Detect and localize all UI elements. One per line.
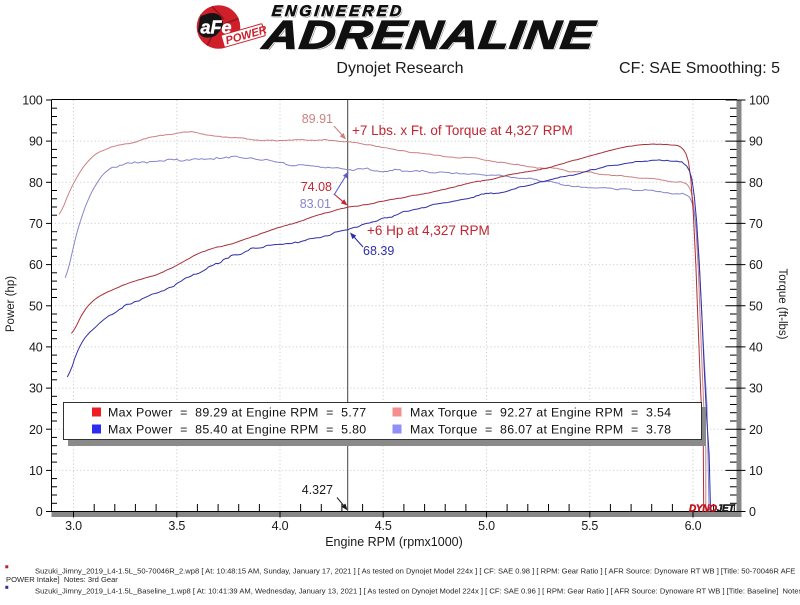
- svg-text:68.39: 68.39: [363, 244, 394, 258]
- svg-text:4.5: 4.5: [375, 519, 392, 533]
- svg-text:89.91: 89.91: [302, 112, 333, 126]
- svg-text:80: 80: [749, 176, 763, 190]
- svg-text:40: 40: [749, 341, 763, 355]
- svg-text:90: 90: [29, 135, 43, 149]
- svg-text:4.327: 4.327: [302, 483, 333, 497]
- svg-text:Suzuki_Jimny_2019_L4-1.5L_50-7: Suzuki_Jimny_2019_L4-1.5L_50-70046R_2.wp…: [35, 567, 795, 576]
- svg-text:aFe: aFe: [201, 18, 232, 38]
- svg-text:30: 30: [29, 382, 43, 396]
- svg-text:CF: SAE Smoothing: 5: CF: SAE Smoothing: 5: [619, 60, 780, 77]
- svg-text:4.0: 4.0: [272, 519, 289, 533]
- svg-text:ENGINEERED: ENGINEERED: [271, 3, 405, 20]
- svg-text:90: 90: [749, 135, 763, 149]
- svg-text:6.0: 6.0: [685, 519, 702, 533]
- svg-text:30: 30: [749, 382, 763, 396]
- svg-text:60: 60: [29, 258, 43, 272]
- svg-text:3.5: 3.5: [168, 519, 185, 533]
- svg-text:70: 70: [29, 217, 43, 231]
- svg-text:POWER Intake] Notes: 3rd Gear: POWER Intake] Notes: 3rd Gear: [6, 575, 118, 584]
- svg-text:40: 40: [29, 341, 43, 355]
- svg-text:20: 20: [749, 423, 763, 437]
- svg-text:3.0: 3.0: [65, 519, 82, 533]
- svg-text:Max Torque = 86.07 at Engine: Max Torque = 86.07 at Engine RPM = 3.78: [410, 423, 671, 437]
- svg-text:DYNOJET: DYNOJET: [689, 504, 735, 515]
- svg-text:Torque (ft-lbs): Torque (ft-lbs): [776, 269, 788, 340]
- svg-text:Engine RPM (rpmx1000): Engine RPM (rpmx1000): [325, 535, 463, 549]
- svg-text:50: 50: [29, 299, 43, 313]
- svg-text:74.08: 74.08: [301, 180, 332, 194]
- svg-text:Max Power = 89.29 at Engine: Max Power = 89.29 at Engine RPM = 5.77: [108, 406, 366, 420]
- svg-text:Max Torque = 92.27 at Engine: Max Torque = 92.27 at Engine RPM = 3.54: [410, 406, 671, 420]
- svg-text:10: 10: [29, 464, 43, 478]
- svg-text:83.01: 83.01: [300, 197, 331, 211]
- svg-text:+7 Lbs. x Ft. of Torque at 4,3: +7 Lbs. x Ft. of Torque at 4,327 RPM: [352, 123, 573, 138]
- svg-text:ENGINEERED: ENGINEERED: [271, 3, 405, 20]
- svg-text:Suzuki_Jimny_2019_L4-1.5L_Base: Suzuki_Jimny_2019_L4-1.5L_Baseline_1.wp8…: [35, 587, 800, 596]
- svg-text:80: 80: [29, 176, 43, 190]
- svg-text:5.5: 5.5: [581, 519, 598, 533]
- svg-text:100: 100: [22, 94, 43, 108]
- svg-text:60: 60: [749, 258, 763, 272]
- svg-text:ADRENALINE: ADRENALINE: [260, 12, 600, 57]
- svg-text:50: 50: [749, 299, 763, 313]
- svg-text:Max Power = 85.40 at Engine: Max Power = 85.40 at Engine RPM = 5.80: [108, 423, 366, 437]
- svg-text:Power (hp): Power (hp): [5, 276, 17, 332]
- svg-text:ENGINEERED: ENGINEERED: [272, 5, 406, 22]
- svg-text:20: 20: [29, 423, 43, 437]
- svg-text:100: 100: [749, 94, 770, 108]
- svg-text:®: ®: [235, 8, 240, 15]
- svg-text:ADRENALINE: ADRENALINE: [261, 14, 601, 59]
- svg-text:70: 70: [749, 217, 763, 231]
- svg-text:10: 10: [749, 464, 763, 478]
- svg-text:ADRENALINE: ADRENALINE: [260, 12, 600, 57]
- svg-text:Dynojet Research: Dynojet Research: [336, 60, 463, 77]
- svg-text:0: 0: [749, 505, 756, 519]
- svg-text:+6 Hp at 4,327 RPM: +6 Hp at 4,327 RPM: [367, 223, 490, 238]
- svg-text:0: 0: [36, 505, 43, 519]
- svg-text:5.0: 5.0: [478, 519, 495, 533]
